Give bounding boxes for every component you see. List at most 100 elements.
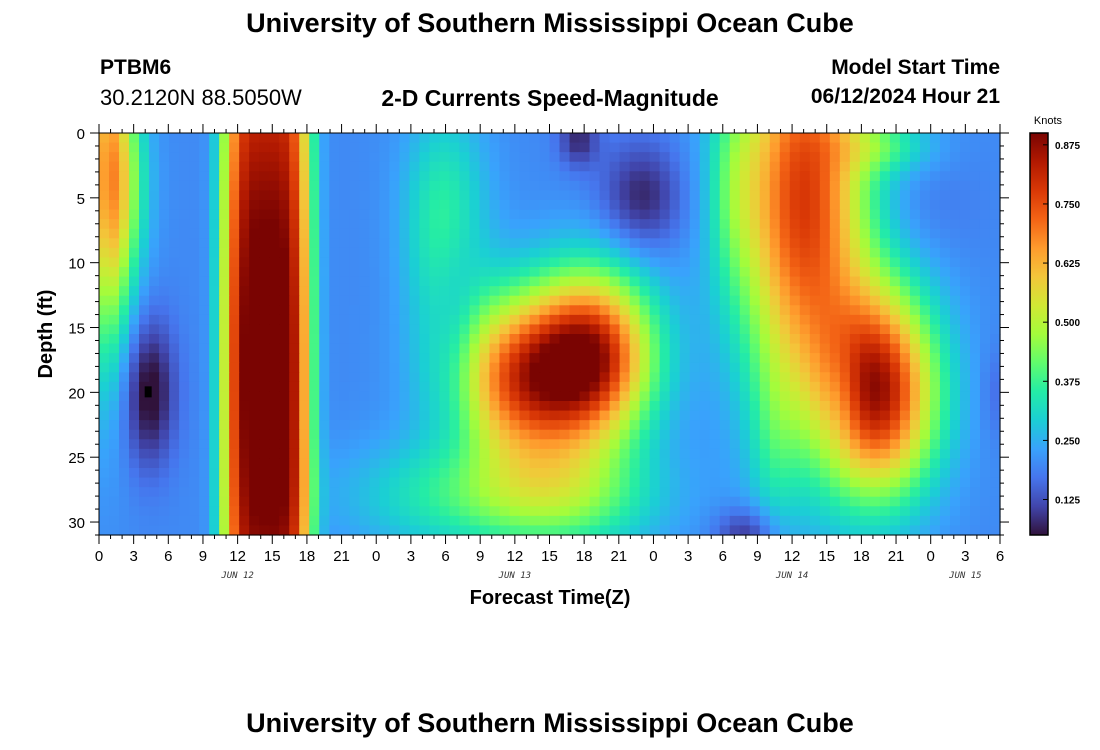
heatmap-cell <box>439 353 450 364</box>
heatmap-cell <box>189 276 200 287</box>
heatmap-cell <box>599 276 611 287</box>
heatmap-cell <box>849 362 861 373</box>
heatmap-cell <box>909 353 921 364</box>
heatmap-cell <box>649 515 661 527</box>
heatmap-cell <box>219 477 230 488</box>
heatmap-cell <box>379 295 390 306</box>
heatmap-cell <box>829 324 841 335</box>
heatmap-cell <box>649 468 661 479</box>
heatmap-cell <box>129 429 140 440</box>
heatmap-cell <box>479 142 491 153</box>
heatmap-cell <box>899 238 911 249</box>
heatmap-cell <box>929 439 941 450</box>
heatmap-cell <box>519 200 531 211</box>
heatmap-cell <box>489 487 501 498</box>
heatmap-cell <box>959 276 971 287</box>
heatmap-cell <box>969 228 981 239</box>
heatmap-cell <box>289 228 300 239</box>
heatmap-cell <box>289 314 300 326</box>
heatmap-cell <box>529 334 541 345</box>
heatmap-cell <box>319 295 330 306</box>
heatmap-cell <box>819 152 831 163</box>
heatmap-cell <box>419 286 430 297</box>
heatmap-cell <box>549 238 561 249</box>
heatmap-cell <box>569 305 581 316</box>
heatmap-cell <box>469 515 481 527</box>
heatmap-cell <box>829 180 841 192</box>
heatmap-cell <box>189 171 200 182</box>
heatmap-cell <box>879 228 891 239</box>
heatmap-cell <box>509 286 521 297</box>
heatmap-cell <box>149 429 160 440</box>
heatmap-cell <box>789 161 801 172</box>
heatmap-cell <box>499 372 511 383</box>
heatmap-cell <box>589 314 601 326</box>
heatmap-cell <box>749 161 761 172</box>
heatmap-cell <box>899 152 911 163</box>
heatmap-cell <box>499 401 511 412</box>
heatmap-cell <box>519 247 531 259</box>
heatmap-cell <box>949 334 961 345</box>
heatmap-cell <box>849 410 861 421</box>
heatmap-cell <box>369 362 380 373</box>
heatmap-cell <box>849 238 861 249</box>
heatmap-cell <box>289 477 300 488</box>
heatmap-cell <box>99 228 110 239</box>
heatmap-cell <box>569 257 581 268</box>
heatmap-cell <box>579 209 591 220</box>
heatmap-cell <box>539 209 551 220</box>
heatmap-cell <box>959 180 971 192</box>
heatmap-cell <box>759 410 771 421</box>
heatmap-cell <box>689 410 701 421</box>
heatmap-cell <box>899 458 911 469</box>
heatmap-cell <box>739 314 751 326</box>
heatmap-cell <box>219 161 230 172</box>
heatmap-cell <box>689 238 701 249</box>
heatmap-cell <box>789 133 801 144</box>
heatmap-cell <box>739 391 751 402</box>
heatmap-cell <box>189 133 200 144</box>
heatmap-cell <box>769 506 781 517</box>
heatmap-cell <box>769 219 781 230</box>
heatmap-cell <box>619 496 631 507</box>
heatmap-cell <box>979 458 991 469</box>
heatmap-cell <box>409 314 420 326</box>
heatmap-cell <box>109 468 120 479</box>
heatmap-cell <box>349 362 360 373</box>
heatmap-min-marker <box>144 386 152 398</box>
heatmap-cell <box>359 381 370 393</box>
heatmap-cell <box>549 496 561 507</box>
heatmap-cell <box>899 190 911 201</box>
heatmap-cell <box>109 362 120 373</box>
heatmap-cell <box>649 401 661 412</box>
heatmap-cell <box>219 448 230 460</box>
heatmap-cell <box>489 410 501 421</box>
heatmap-cell <box>99 391 110 402</box>
heatmap-cell <box>829 238 841 249</box>
heatmap-cell <box>689 228 701 239</box>
heatmap-cell <box>469 190 481 201</box>
heatmap-cell <box>539 171 551 182</box>
heatmap-cell <box>979 410 991 421</box>
heatmap-cell <box>819 487 831 498</box>
heatmap-cell <box>639 219 651 230</box>
heatmap-cell <box>809 190 821 201</box>
heatmap-cell <box>769 515 781 527</box>
heatmap-cell <box>99 133 110 144</box>
heatmap-cell <box>599 257 611 268</box>
heatmap-cell <box>739 496 751 507</box>
heatmap-cell <box>389 391 400 402</box>
heatmap-cell <box>259 238 270 249</box>
heatmap-cell <box>419 448 430 460</box>
heatmap-cell <box>809 401 821 412</box>
heatmap-cell <box>299 161 310 172</box>
heatmap-cell <box>659 401 671 412</box>
heatmap-cell <box>809 381 821 393</box>
heatmap-cell <box>799 219 811 230</box>
heatmap-cell <box>869 142 881 153</box>
heatmap-cell <box>939 228 951 239</box>
heatmap-cell <box>469 448 481 460</box>
heatmap-cell <box>749 362 761 373</box>
day-label: JUN 15 <box>948 571 982 581</box>
heatmap-cell <box>179 429 190 440</box>
